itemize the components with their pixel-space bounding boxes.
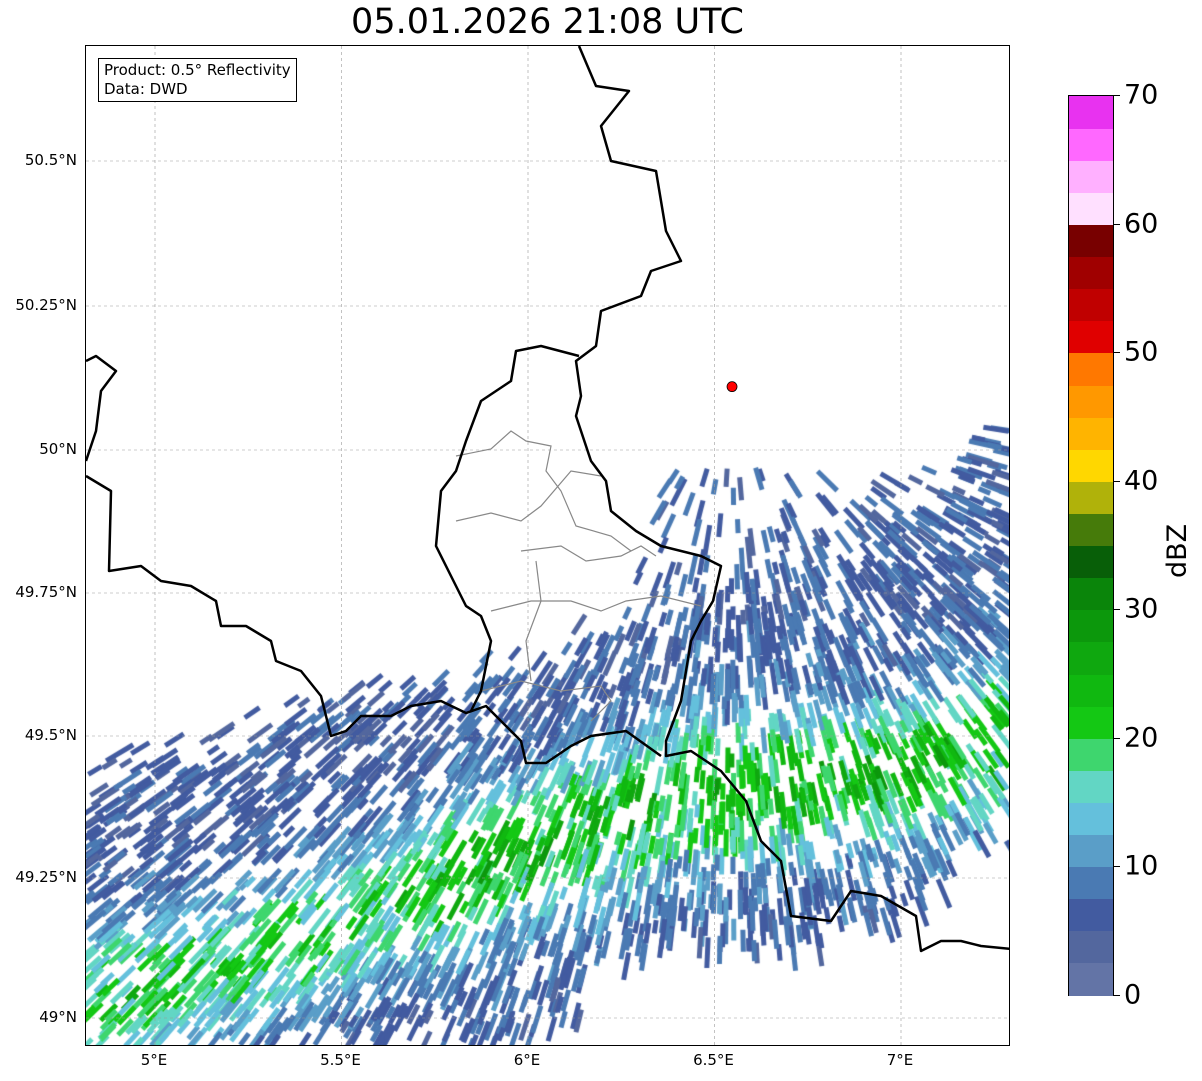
district-boundary <box>525 560 542 682</box>
colorbar-segment <box>1069 641 1113 675</box>
colorbar-tick-mark <box>1114 609 1120 611</box>
y-tick-label: 49.5°N <box>24 726 77 744</box>
colorbar-segment <box>1069 288 1113 322</box>
colorbar-tick-mark <box>1114 223 1120 225</box>
colorbar-segment <box>1069 224 1113 258</box>
y-tick-label: 49°N <box>39 1008 77 1026</box>
colorbar-segment <box>1069 256 1113 290</box>
colorbar-segment <box>1069 673 1113 707</box>
x-tick-label: 6.5°E <box>693 1051 734 1069</box>
colorbar-segment <box>1069 834 1113 868</box>
colorbar-tick-label: 70 <box>1124 79 1159 111</box>
colorbar-tick-label: 60 <box>1124 208 1159 240</box>
colorbar-segment <box>1069 96 1113 129</box>
colorbar-segment <box>1069 384 1113 418</box>
border-belgium <box>86 354 118 462</box>
colorbar-segment <box>1069 866 1113 900</box>
map-overlay <box>86 46 1009 1045</box>
colorbar-segment <box>1069 128 1113 161</box>
map-plot-area: Product: 0.5° Reflectivity Data: DWD <box>85 45 1010 1046</box>
colorbar-tick-mark <box>1114 480 1120 482</box>
colorbar-segment <box>1069 898 1113 932</box>
legend-product: Product: 0.5° Reflectivity <box>104 61 291 79</box>
colorbar-segment <box>1069 417 1113 450</box>
y-tick-label: 49.75°N <box>15 583 77 601</box>
colorbar-tick-label: 40 <box>1124 465 1159 497</box>
colorbar-segment <box>1069 930 1113 964</box>
y-tick-label: 50°N <box>39 440 77 458</box>
district-boundary <box>520 545 657 562</box>
border-luxembourg <box>434 344 580 712</box>
colorbar-tick-label: 0 <box>1124 979 1142 1011</box>
colorbar-segment <box>1069 738 1113 771</box>
district-boundary <box>455 470 602 522</box>
colorbar-tick-label: 20 <box>1124 722 1159 754</box>
colorbar-tick-mark <box>1114 95 1120 96</box>
colorbar-segment <box>1069 577 1113 611</box>
border-germany <box>574 46 1009 953</box>
x-tick-label: 6°E <box>513 1051 541 1069</box>
y-tick-label: 50.25°N <box>15 296 77 314</box>
colorbar-tick-label: 50 <box>1124 336 1159 368</box>
colorbar-segment <box>1069 320 1113 354</box>
colorbar-segment <box>1069 352 1113 386</box>
colorbar-segment <box>1069 770 1113 803</box>
product-legend-box: Product: 0.5° Reflectivity Data: DWD <box>98 58 297 102</box>
x-tick-label: 5°E <box>140 1051 168 1069</box>
colorbar-segment <box>1069 706 1113 739</box>
district-boundary <box>480 680 612 722</box>
colorbar-segment <box>1069 962 1113 996</box>
colorbar-segment <box>1069 802 1113 836</box>
colorbar-tick-mark <box>1114 866 1120 868</box>
colorbar-segment <box>1069 481 1113 514</box>
colorbar-segment <box>1069 545 1113 579</box>
district-boundary <box>455 430 632 552</box>
colorbar-segment <box>1069 609 1113 643</box>
radar-site-marker <box>726 381 738 393</box>
colorbar-tick-mark <box>1114 352 1120 354</box>
chart-title: 05.01.2026 21:08 UTC <box>351 2 744 42</box>
colorbar-tick-mark <box>1114 737 1120 739</box>
colorbar-segment <box>1069 192 1113 226</box>
colorbar-segment <box>1069 449 1113 482</box>
colorbar-segment <box>1069 513 1113 547</box>
colorbar-segment <box>1069 160 1113 193</box>
radar-reflectivity-field <box>86 46 1009 1045</box>
x-tick-label: 7°E <box>886 1051 914 1069</box>
y-tick-label: 50.5°N <box>24 151 77 169</box>
colorbar-tick-label: 30 <box>1124 593 1159 625</box>
legend-data-source: Data: DWD <box>104 80 188 98</box>
colorbar-tick-mark <box>1114 995 1120 996</box>
x-tick-label: 5.5°E <box>320 1051 361 1069</box>
y-tick-label: 49.25°N <box>15 868 77 886</box>
district-boundary <box>490 595 702 612</box>
colorbar-tick-label: 10 <box>1124 850 1159 882</box>
colorbar <box>1068 95 1114 996</box>
border-france <box>86 474 662 765</box>
colorbar-label: dBZ <box>1162 523 1193 578</box>
